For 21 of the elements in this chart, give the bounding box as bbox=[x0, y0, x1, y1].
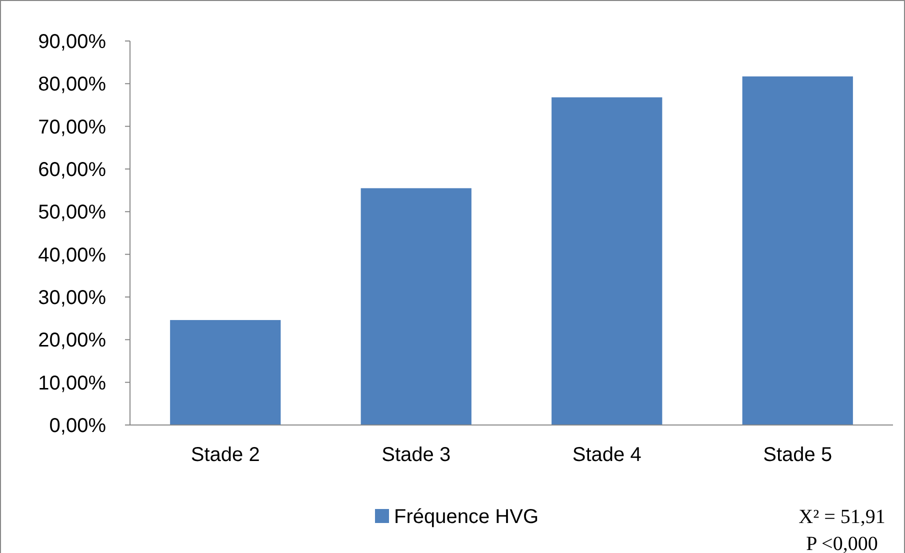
x-tick-label: Stade 2 bbox=[190, 444, 260, 466]
legend-label: Fréquence HVG bbox=[394, 506, 539, 528]
x-tick-label: Stade 5 bbox=[763, 444, 832, 466]
bar bbox=[552, 97, 662, 425]
y-tick-label: 50,00% bbox=[38, 202, 106, 224]
text: P <0,000 bbox=[806, 533, 878, 553]
y-tick-label: 30,00% bbox=[38, 287, 106, 309]
x-tick-label: Stade 4 bbox=[572, 444, 642, 466]
text: X² = 51,91 bbox=[798, 506, 886, 528]
bar bbox=[742, 76, 853, 425]
y-tick-label: 0,00% bbox=[49, 415, 106, 437]
y-tick-label: 40,00% bbox=[38, 244, 106, 266]
bar bbox=[360, 188, 472, 425]
bar bbox=[170, 320, 281, 425]
y-tick-label: 10,00% bbox=[38, 372, 106, 394]
y-tick-label: 90,00% bbox=[38, 31, 106, 53]
y-tick-label: 80,00% bbox=[38, 74, 106, 96]
y-tick-label: 70,00% bbox=[38, 116, 106, 138]
x-tick-label: Stade 3 bbox=[382, 444, 451, 466]
y-tick-label: 60,00% bbox=[38, 159, 106, 181]
y-tick-label: 20,00% bbox=[38, 330, 106, 352]
